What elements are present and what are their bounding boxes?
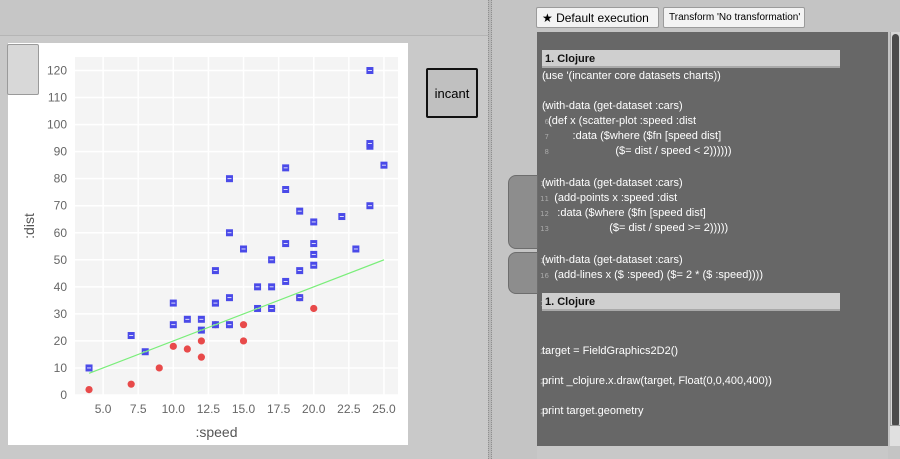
line-number: 6 bbox=[544, 118, 549, 126]
data-point-red bbox=[85, 385, 93, 394]
scrollbar-down-button[interactable] bbox=[890, 425, 900, 446]
scatter-plot: 0 10 20 30 40 50 60 70 80 90 100 110 120 5.0 7.5 10.0 12… bbox=[21, 57, 398, 440]
data-point-red bbox=[239, 321, 248, 329]
code-line: (with-data (get-dataset :cars) bbox=[542, 254, 683, 266]
editor-scrollbar[interactable] bbox=[890, 32, 900, 446]
line-number: 8 bbox=[544, 148, 549, 156]
canvas-area[interactable]: 0 10 20 30 40 50 60 70 80 90 100 110 120 5.0 7.5 10.0 12… bbox=[0, 0, 488, 459]
y-tick-label: 40 bbox=[54, 280, 68, 294]
code-line: ($= dist / speed >= 2))))) bbox=[542, 222, 729, 234]
data-point-red bbox=[155, 364, 163, 372]
scatter-plot-panel[interactable]: 0 10 20 30 40 50 60 70 80 90 100 110 120 5.0 7.5 10.0 12… bbox=[8, 43, 408, 445]
x-tick-label: 7.5 bbox=[130, 402, 147, 416]
y-tick-label: 30 bbox=[54, 307, 68, 321]
section-header: 1. Clojure bbox=[542, 293, 840, 311]
x-tick-label: 5.0 bbox=[95, 402, 112, 416]
line-number: 21 bbox=[540, 348, 549, 356]
x-tick-label: 17.5 bbox=[267, 402, 291, 416]
line-number: 7 bbox=[544, 133, 549, 141]
line-number: 15 bbox=[540, 257, 549, 265]
line-number: 10 bbox=[540, 180, 549, 188]
code-block-tab[interactable] bbox=[508, 175, 538, 249]
y-tick-label: 0 bbox=[60, 388, 67, 402]
transform-button[interactable]: Transform 'No transformation' bbox=[663, 7, 805, 28]
x-tick-label: 15.0 bbox=[232, 402, 256, 416]
code-line: print target.geometry bbox=[542, 405, 644, 417]
line-number: 16 bbox=[540, 272, 549, 280]
x-tick-label: 20.0 bbox=[302, 402, 326, 416]
y-axis-label: :dist bbox=[21, 213, 37, 239]
data-point-red bbox=[197, 353, 205, 361]
code-line: (with-data (get-dataset :cars) bbox=[542, 100, 683, 112]
y-tick-label: 10 bbox=[54, 361, 68, 375]
incant-node-box[interactable]: incant bbox=[426, 68, 478, 118]
x-axis-label: :speed bbox=[195, 424, 237, 440]
line-number: 25 bbox=[540, 408, 549, 416]
default-execution-button[interactable]: ★ Default execution bbox=[536, 7, 659, 28]
x-tick-label: 22.5 bbox=[337, 402, 361, 416]
y-tick-label: 120 bbox=[47, 64, 67, 78]
y-tick-label: 110 bbox=[48, 91, 67, 105]
code-line: print _clojure.x.draw(target, Float(0,0,… bbox=[542, 375, 772, 387]
section-header: 1. Clojure bbox=[542, 50, 840, 68]
x-tick-label: 10.0 bbox=[162, 402, 186, 416]
editor-bottom-bar bbox=[537, 446, 888, 459]
code-line: (add-points x :speed :dist bbox=[542, 192, 678, 204]
plot-drag-handle[interactable] bbox=[7, 44, 39, 95]
data-point-red bbox=[197, 337, 205, 345]
y-tick-label: 20 bbox=[54, 334, 68, 348]
incant-label: incant bbox=[434, 85, 470, 101]
fit-line bbox=[88, 259, 385, 374]
x-tick-label: 12.5 bbox=[197, 402, 221, 416]
code-block-tab[interactable] bbox=[508, 252, 538, 294]
y-tick-label: 60 bbox=[54, 226, 68, 240]
data-point-red bbox=[169, 342, 177, 350]
canvas-top-strip bbox=[0, 0, 488, 36]
code-line: target = FieldGraphics2D2() bbox=[542, 345, 679, 357]
y-tick-label: 50 bbox=[54, 253, 68, 267]
code-line: (def x (scatter-plot :speed :dist bbox=[542, 115, 697, 127]
y-tick-label: 100 bbox=[47, 118, 67, 132]
pane-divider[interactable] bbox=[488, 0, 492, 459]
x-tick-label: 25.0 bbox=[372, 402, 396, 416]
y-tick-label: 90 bbox=[54, 145, 68, 159]
data-point-red bbox=[127, 380, 135, 388]
editor-scroll-thumb[interactable] bbox=[892, 34, 899, 427]
line-number: 11 bbox=[540, 195, 549, 203]
code-pane: ★ Default execution Transform 'No transf… bbox=[492, 0, 900, 459]
line-number: 13 bbox=[540, 225, 549, 233]
data-point-red bbox=[310, 304, 318, 313]
data-point-red bbox=[239, 337, 248, 345]
code-line: :data ($where ($fn [speed dist] bbox=[542, 130, 722, 142]
code-line: (with-data (get-dataset :cars) bbox=[542, 177, 683, 189]
line-number: 5 bbox=[544, 103, 549, 111]
y-tick-label: 80 bbox=[54, 172, 68, 186]
line-number: 3 bbox=[544, 73, 549, 81]
code-line: ($= dist / speed < 2)))))) bbox=[542, 145, 732, 157]
line-number: 23 bbox=[540, 378, 549, 386]
data-point-red bbox=[183, 345, 191, 353]
code-line: (add-lines x ($ :speed) ($= 2 * ($ :spee… bbox=[542, 269, 764, 281]
code-line: (use '(incanter core datasets charts)) bbox=[542, 70, 721, 82]
y-tick-label: 70 bbox=[54, 199, 68, 213]
code-line: :data ($where ($fn [speed dist] bbox=[542, 207, 706, 219]
line-number: 12 bbox=[540, 210, 549, 218]
